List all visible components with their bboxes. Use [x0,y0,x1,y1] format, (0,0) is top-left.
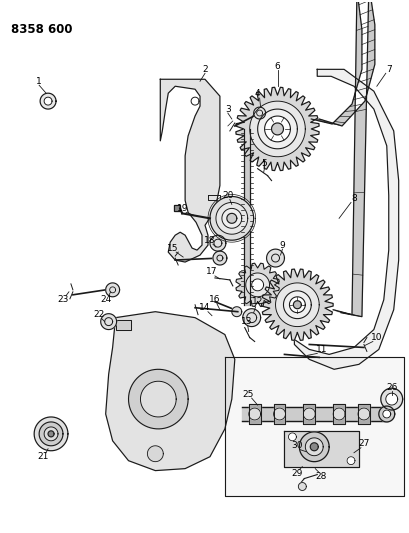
Polygon shape [273,408,285,420]
Polygon shape [106,312,234,471]
Polygon shape [48,431,54,437]
Polygon shape [385,393,397,405]
Text: 25: 25 [241,390,253,399]
Text: 3: 3 [225,104,230,114]
Text: 28: 28 [315,472,326,481]
Polygon shape [235,87,318,171]
Polygon shape [378,406,394,422]
Text: 8358 600: 8358 600 [11,23,73,36]
Polygon shape [251,279,263,291]
Polygon shape [382,410,390,418]
Polygon shape [248,404,260,424]
Polygon shape [236,263,279,306]
Text: 24: 24 [100,295,111,304]
Polygon shape [294,69,398,369]
Text: 17: 17 [206,268,217,277]
Text: 10: 10 [370,333,382,342]
Polygon shape [288,433,296,441]
Text: 19: 19 [177,204,189,213]
Text: 18: 18 [204,236,215,245]
Polygon shape [271,123,283,135]
Polygon shape [226,213,236,223]
Text: 30: 30 [291,441,302,450]
Polygon shape [106,283,119,297]
Polygon shape [44,97,52,105]
Text: 27: 27 [357,439,369,448]
Polygon shape [248,408,260,420]
Text: 22: 22 [93,310,104,319]
Polygon shape [39,422,63,446]
Polygon shape [241,407,386,421]
Polygon shape [305,438,322,456]
Text: 9: 9 [279,240,285,249]
Polygon shape [243,129,249,305]
Text: 4: 4 [254,88,260,98]
Polygon shape [310,443,317,451]
Polygon shape [298,482,306,490]
Polygon shape [212,251,226,265]
Polygon shape [293,301,301,309]
Polygon shape [261,269,333,341]
Polygon shape [160,79,219,262]
Polygon shape [209,235,225,251]
Polygon shape [333,404,344,424]
Polygon shape [224,358,402,496]
Polygon shape [242,309,260,327]
Polygon shape [44,427,58,441]
Polygon shape [174,205,180,212]
Text: 6: 6 [274,62,280,71]
Text: 13: 13 [240,317,252,326]
Text: 12: 12 [252,297,263,306]
Polygon shape [147,446,163,462]
Text: 26: 26 [385,383,396,392]
Text: 20: 20 [222,191,233,200]
Polygon shape [333,408,344,420]
Text: 15: 15 [166,244,178,253]
Polygon shape [253,107,265,119]
Polygon shape [380,388,402,410]
Text: 1: 1 [36,77,42,86]
Polygon shape [310,0,374,317]
Polygon shape [357,404,369,424]
Text: 29: 29 [291,469,302,478]
Polygon shape [303,404,315,424]
Polygon shape [140,381,176,417]
Text: 5: 5 [261,159,267,168]
Polygon shape [346,457,354,465]
Polygon shape [284,431,358,466]
Polygon shape [34,417,68,451]
Polygon shape [275,283,319,327]
Polygon shape [273,404,285,424]
Text: 14: 14 [199,303,210,312]
Polygon shape [231,306,241,317]
Polygon shape [128,369,188,429]
Polygon shape [289,297,305,313]
Polygon shape [249,101,305,157]
Polygon shape [257,109,297,149]
Polygon shape [216,203,247,234]
Polygon shape [266,249,284,267]
Polygon shape [40,93,56,109]
Text: 2: 2 [202,65,207,74]
Polygon shape [357,408,369,420]
Polygon shape [245,273,269,297]
Text: 11: 11 [315,345,326,354]
Polygon shape [221,208,241,228]
Polygon shape [299,432,328,462]
Polygon shape [209,197,253,240]
Polygon shape [115,320,130,329]
Text: 7: 7 [385,65,391,74]
Text: 16: 16 [209,295,220,304]
Text: 8: 8 [350,194,356,203]
Text: 21: 21 [37,452,49,461]
Polygon shape [303,408,315,420]
Polygon shape [101,314,116,329]
Polygon shape [264,116,290,142]
Polygon shape [283,291,310,319]
Text: 23: 23 [57,295,68,304]
